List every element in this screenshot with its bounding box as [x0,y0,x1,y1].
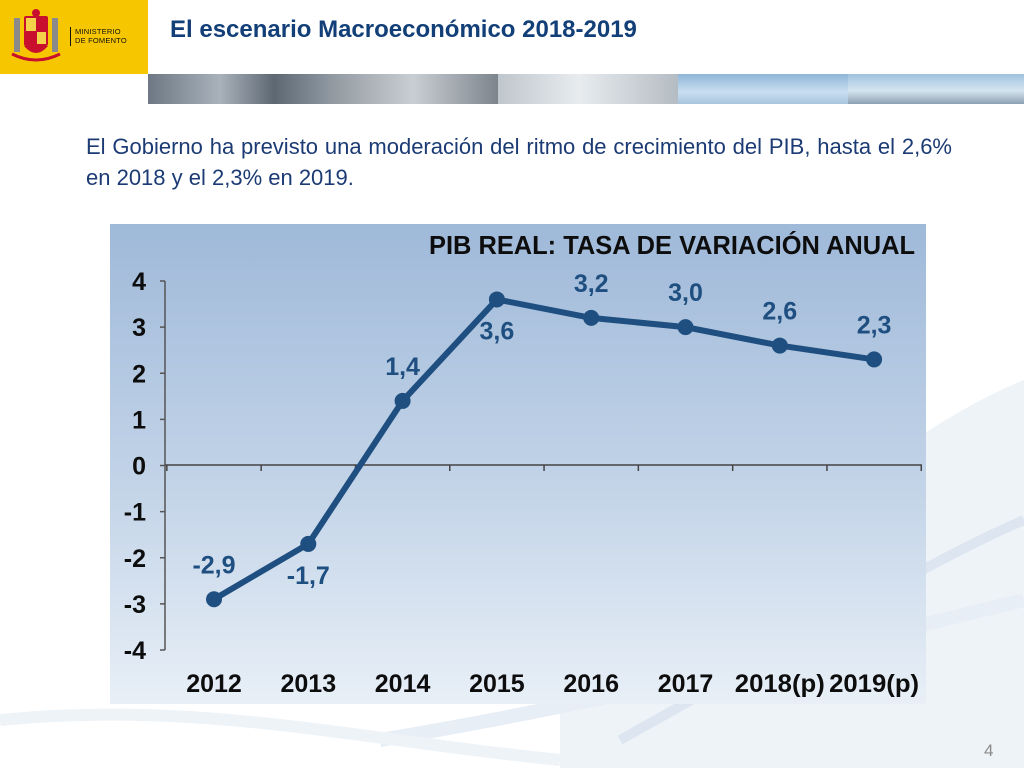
x-tick-label: 2016 [563,670,619,698]
gdp-growth-line [211,296,878,603]
data-point [206,591,222,608]
y-tick-label: -1 [124,499,146,527]
data-point [866,351,883,368]
y-tick-label: -4 [124,637,146,665]
x-tick-label: 2014 [375,670,431,698]
chart-title: PIB REAL: TASA DE VARIACIÓN ANUAL [429,230,915,260]
slide-title: El escenario Macroeconómico 2018-2019 [170,16,637,43]
ministry-logo: MINISTERIO DE FOMENTO [0,0,148,74]
ministry-name-line1: MINISTERIO [75,27,121,36]
x-tick-label: 2015 [469,670,525,698]
data-point [394,392,411,409]
intro-paragraph: El Gobierno ha previsto una moderación d… [86,134,952,190]
x-tick-label: 2013 [280,670,336,698]
photo-strip-banner [148,74,1024,104]
data-label: 3,2 [574,270,609,298]
data-point [488,291,505,308]
ministry-name-line2: DE FOMENTO [75,36,127,45]
coat-of-arms-icon [11,9,61,62]
page-number: 4 [984,741,994,760]
gdp-chart: PIB REAL: TASA DE VARIACIÓN ANUAL 4 3 2 1 0 -… [110,224,926,704]
data-label: -1,7 [287,562,330,590]
ministry-name: MINISTERIO DE FOMENTO [70,27,127,46]
y-tick-label: -3 [124,591,146,619]
y-tick-label: -2 [124,545,146,573]
x-tick-label: 2018(p) [735,670,825,698]
data-label: 1,4 [385,353,420,381]
y-tick-label: 1 [132,406,146,434]
chart-canvas: PIB REAL: TASA DE VARIACIÓN ANUAL 4 3 2 1 0 -… [110,224,926,704]
x-tick-label: 2012 [186,670,242,698]
chart-background [110,224,926,704]
data-point [583,309,600,326]
data-label: 3,0 [668,279,703,307]
data-label: 3,6 [480,317,515,345]
data-label: 2,3 [857,311,892,339]
data-point [677,319,694,336]
y-tick-label: 2 [132,360,146,388]
data-label: -2,9 [192,551,235,579]
data-point [771,337,788,354]
x-tick-label: 2017 [658,670,714,698]
data-label: 2,6 [762,298,797,326]
y-tick-label: 3 [132,314,146,342]
x-tick-label: 2019(p) [829,670,919,698]
data-point [300,535,317,552]
y-tick-label: 0 [132,453,146,481]
y-tick-label: 4 [132,268,146,296]
